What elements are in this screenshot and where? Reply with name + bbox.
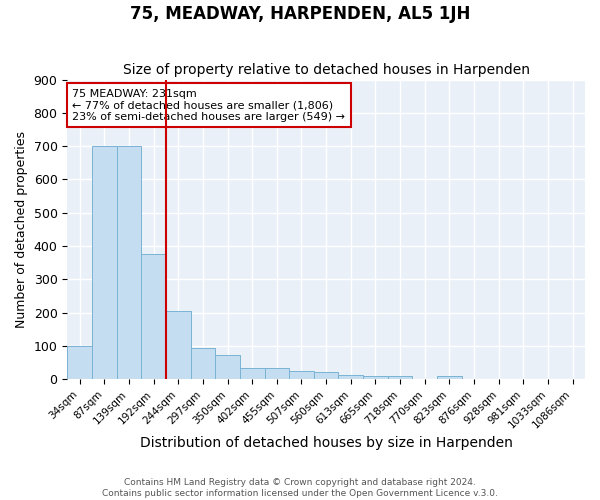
Bar: [314, 372, 338, 380]
Text: 75, MEADWAY, HARPENDEN, AL5 1JH: 75, MEADWAY, HARPENDEN, AL5 1JH: [130, 5, 470, 23]
Bar: [437, 376, 462, 380]
Bar: [240, 368, 265, 380]
Bar: [388, 376, 412, 380]
Bar: [265, 368, 289, 380]
Bar: [166, 311, 191, 380]
Bar: [67, 346, 92, 380]
Text: 75 MEADWAY: 231sqm
← 77% of detached houses are smaller (1,806)
23% of semi-deta: 75 MEADWAY: 231sqm ← 77% of detached hou…: [73, 88, 346, 122]
X-axis label: Distribution of detached houses by size in Harpenden: Distribution of detached houses by size …: [140, 436, 512, 450]
Text: Contains HM Land Registry data © Crown copyright and database right 2024.
Contai: Contains HM Land Registry data © Crown c…: [102, 478, 498, 498]
Bar: [92, 146, 116, 380]
Bar: [116, 146, 141, 380]
Bar: [363, 376, 388, 380]
Y-axis label: Number of detached properties: Number of detached properties: [15, 131, 28, 328]
Bar: [215, 356, 240, 380]
Title: Size of property relative to detached houses in Harpenden: Size of property relative to detached ho…: [122, 63, 530, 77]
Bar: [289, 371, 314, 380]
Bar: [191, 348, 215, 380]
Bar: [141, 254, 166, 380]
Bar: [338, 376, 363, 380]
